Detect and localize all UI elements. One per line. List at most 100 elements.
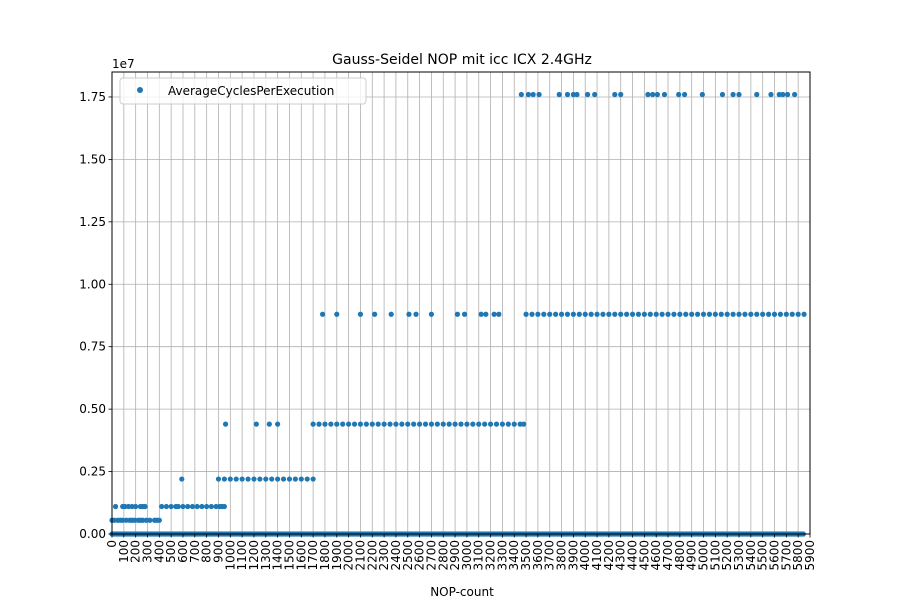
data-point <box>292 476 298 482</box>
data-point <box>298 476 304 482</box>
data-point <box>405 421 411 427</box>
data-point <box>661 91 668 98</box>
x-tick-label: 3900 <box>566 540 580 571</box>
x-tick-label: 5700 <box>779 540 793 571</box>
chart-title: Gauss-Seidel NOP mit icc ICX 2.4GHz <box>332 52 592 68</box>
data-point <box>112 503 119 510</box>
data-point <box>328 421 334 427</box>
data-point <box>406 311 412 317</box>
data-point <box>683 311 689 317</box>
data-point <box>558 311 565 317</box>
legend-label: AverageCyclesPerExecution <box>168 84 334 98</box>
data-point <box>574 91 580 98</box>
data-point <box>784 91 791 98</box>
data-point <box>482 421 488 427</box>
data-point <box>221 503 227 510</box>
data-point <box>600 311 606 317</box>
x-tick-label: 700 <box>188 540 202 563</box>
data-point <box>493 421 500 427</box>
data-point <box>754 91 760 98</box>
data-point <box>780 91 786 98</box>
x-tick-label: 800 <box>200 540 214 563</box>
data-point <box>454 311 461 317</box>
x-tick-label: 5800 <box>791 540 805 571</box>
data-point <box>233 476 239 482</box>
data-point <box>413 311 419 317</box>
data-point <box>665 311 671 317</box>
data-point <box>671 311 677 317</box>
x-tick-label: 1700 <box>306 540 320 571</box>
data-point <box>719 91 726 98</box>
x-tick-label: 100 <box>117 540 131 563</box>
data-point <box>530 91 536 98</box>
x-tick-label: 4500 <box>637 540 651 571</box>
plot-frame <box>111 71 811 535</box>
data-point <box>452 421 458 427</box>
data-point <box>553 311 559 317</box>
x-tick-label: 2400 <box>389 540 403 571</box>
y-tick-label: 0.00 <box>79 527 106 541</box>
data-point <box>363 421 369 427</box>
data-point <box>275 421 281 427</box>
data-point <box>133 503 139 510</box>
data-point <box>375 421 381 427</box>
data-point <box>768 91 774 98</box>
data-point <box>695 311 701 317</box>
data-point <box>399 421 405 427</box>
x-tick-label: 1100 <box>235 540 249 571</box>
data-point <box>588 311 594 317</box>
data-point <box>647 311 653 317</box>
y-tick-label: 0.75 <box>79 340 106 354</box>
data-point <box>653 311 659 317</box>
data-point <box>388 311 394 317</box>
data-point <box>742 311 748 317</box>
x-tick-label: 2800 <box>436 540 450 571</box>
y-tick-label: 1.00 <box>79 277 106 291</box>
x-tick-label: 3300 <box>495 540 509 571</box>
data-point <box>496 311 502 317</box>
data-point <box>369 421 375 427</box>
data-point <box>681 91 688 98</box>
data-point <box>422 421 429 427</box>
x-tick-label: 5300 <box>732 540 746 571</box>
x-tick-label: 4100 <box>590 540 604 571</box>
data-point <box>461 311 468 317</box>
x-tick-label: 4600 <box>649 540 663 571</box>
data-point <box>730 311 736 317</box>
x-tick-label: 0 <box>105 540 119 548</box>
x-tick-label: 3500 <box>519 540 533 571</box>
data-point <box>168 503 174 510</box>
data-point <box>612 311 618 317</box>
data-point <box>478 311 484 317</box>
data-point <box>253 421 259 427</box>
data-point <box>771 311 778 317</box>
data-point <box>594 311 600 317</box>
data-point <box>536 91 542 98</box>
data-point <box>748 311 754 317</box>
data-point <box>789 311 795 317</box>
data-point <box>346 421 352 427</box>
data-point <box>310 421 316 427</box>
x-tick-label: 3100 <box>472 540 486 571</box>
data-point <box>612 91 618 98</box>
data-point <box>629 311 636 317</box>
y-tick-label: 0.25 <box>79 465 106 479</box>
x-tick-label: 600 <box>176 540 190 563</box>
data-point <box>541 311 547 317</box>
data-point <box>689 311 695 317</box>
data-point <box>676 91 682 98</box>
x-tick-label: 2100 <box>353 540 367 571</box>
data-point <box>724 311 730 317</box>
x-tick-label: 2000 <box>342 540 356 571</box>
data-point <box>700 311 707 317</box>
data-point <box>275 476 281 482</box>
y-axis-ticks: 0.00 0.25 0.50 0.75 1.00 1.25 1.50 1.75 <box>79 90 112 541</box>
x-tick-label: 1300 <box>259 540 273 571</box>
data-point <box>736 91 742 98</box>
x-tick-label: 5400 <box>744 540 758 571</box>
data-point <box>499 421 506 427</box>
x-tick-label: 5000 <box>697 540 711 571</box>
data-point <box>446 421 452 427</box>
data-point <box>535 311 541 317</box>
